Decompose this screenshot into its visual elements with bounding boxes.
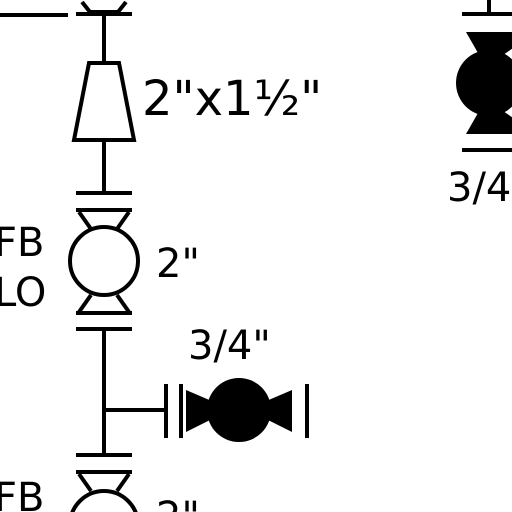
right-valve-size-label: 3/4 xyxy=(447,165,511,211)
valve-upper-tag-line1: FB xyxy=(0,220,44,266)
valve-upper-symbol xyxy=(68,191,140,331)
valve-upper-tag-line2: LO xyxy=(0,270,46,316)
valve-lower-size-label: 2" xyxy=(156,494,200,512)
right-valve-symbol xyxy=(456,0,512,152)
branch-valve-size-label: 3/4" xyxy=(188,323,271,369)
valve-lower-tag: FB xyxy=(0,475,44,512)
reducer-size-label: 2"x1½" xyxy=(142,71,322,127)
reducer-symbol xyxy=(71,61,137,142)
valve-upper-size-label: 2" xyxy=(156,241,200,287)
top-fitting-partial xyxy=(76,0,132,16)
branch-valve-symbol xyxy=(179,378,309,442)
valve-lower-symbol xyxy=(70,453,138,512)
